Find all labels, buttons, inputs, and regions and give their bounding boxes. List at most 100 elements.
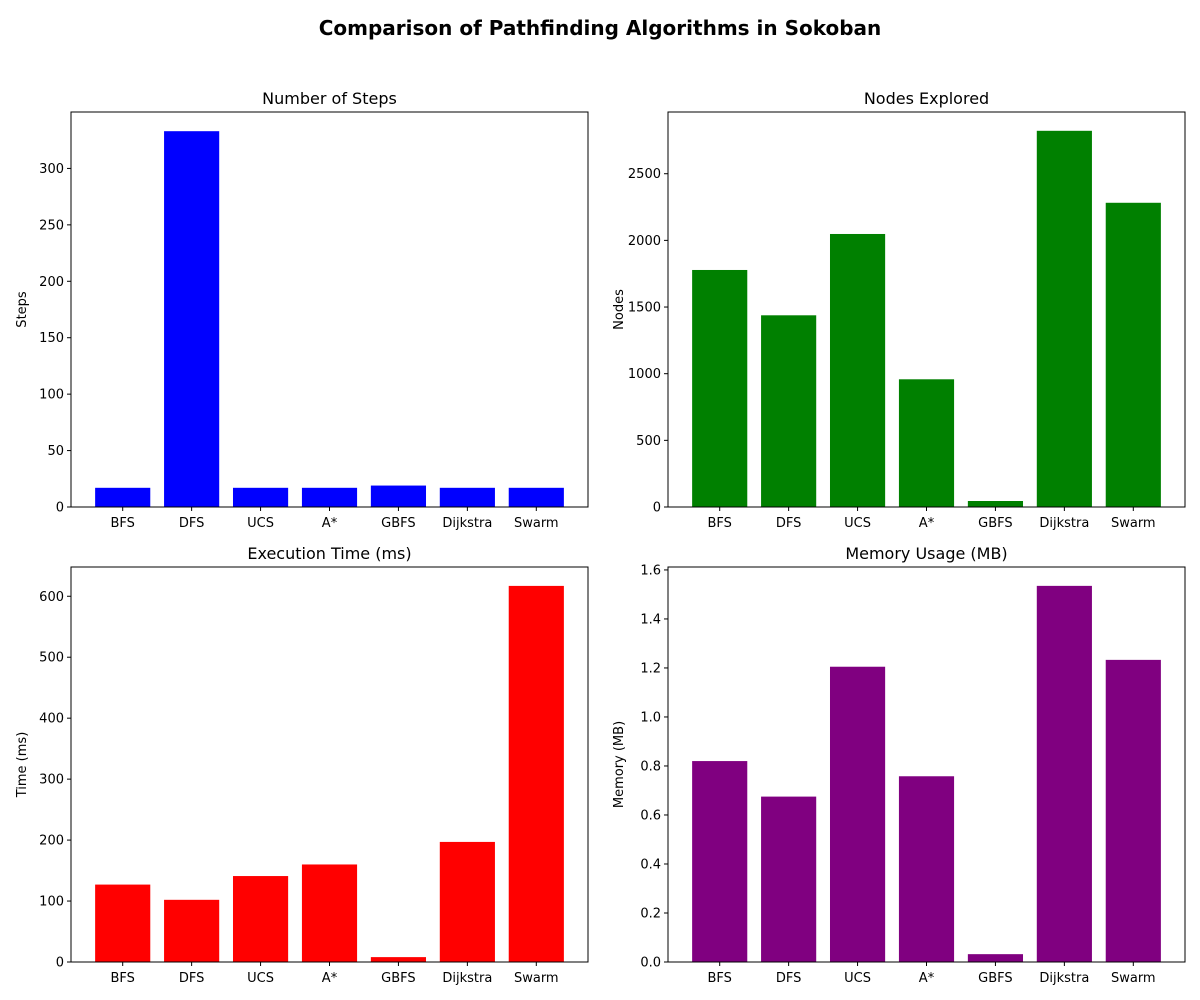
x-tick-label: GBFS: [978, 971, 1013, 986]
y-tick-label: 1.2: [640, 661, 661, 676]
x-tick-label: A*: [919, 516, 935, 531]
x-tick-label: DFS: [179, 971, 205, 986]
x-tick-label: Swarm: [1111, 971, 1156, 986]
y-axis-label: Memory (MB): [612, 721, 627, 808]
y-tick-label: 0: [653, 501, 661, 516]
chart-title: Memory Usage (MB): [845, 544, 1007, 563]
bar-bfs: [692, 269, 748, 507]
x-tick-label: Dijkstra: [442, 516, 492, 531]
bar-ucs: [829, 666, 886, 962]
bar-dijkstra: [1036, 585, 1092, 962]
y-tick-label: 2500: [628, 167, 661, 182]
x-tick-label: A*: [322, 516, 338, 531]
bar-swarm: [508, 487, 564, 507]
x-tick-label: BFS: [707, 516, 731, 531]
y-tick-label: 300: [39, 162, 64, 177]
y-axis-label: Nodes: [612, 289, 627, 330]
y-tick-label: 1.4: [640, 612, 661, 627]
chart-panel-1: 0 50 100 150 200 250 300 BFS DFS UCS A* GBFS Dijkstr…: [15, 89, 589, 531]
bar-gbfs: [967, 954, 1024, 962]
y-tick-label: 0.8: [640, 759, 661, 774]
y-tick-label: 0: [56, 501, 64, 516]
bar-swarm: [508, 585, 564, 962]
y-tick-label: 100: [39, 895, 64, 910]
bar-a: [301, 864, 358, 962]
bar-bfs: [692, 761, 748, 962]
x-tick-label: Dijkstra: [442, 971, 492, 986]
x-tick-label: BFS: [110, 971, 134, 986]
bar-ucs: [232, 487, 289, 507]
bar-swarm: [1105, 202, 1161, 507]
x-tick-label: UCS: [247, 516, 274, 531]
chart-title: Number of Steps: [262, 89, 397, 108]
chart-panel-2: 0 500 1000 1500 2000 2500 BFS DFS UCS A* GBFS Dijks…: [612, 89, 1186, 531]
bar-bfs: [95, 884, 151, 962]
x-tick-label: GBFS: [381, 971, 416, 986]
bar-dijkstra: [439, 487, 495, 507]
y-tick-label: 300: [39, 773, 64, 788]
x-tick-label: GBFS: [978, 516, 1013, 531]
x-tick-label: DFS: [776, 516, 802, 531]
y-tick-label: 0.0: [640, 956, 661, 971]
y-tick-label: 200: [39, 275, 64, 290]
x-tick-label: DFS: [776, 971, 802, 986]
y-tick-label: 500: [636, 434, 661, 449]
y-tick-label: 1500: [628, 301, 661, 316]
x-tick-label: UCS: [844, 971, 871, 986]
x-tick-label: GBFS: [381, 516, 416, 531]
y-tick-label: 1.6: [640, 563, 661, 578]
x-tick-label: A*: [919, 971, 935, 986]
figure-title: Comparison of Pathfinding Algorithms in …: [318, 16, 882, 40]
y-tick-label: 600: [39, 590, 64, 605]
y-axis-label: Steps: [15, 291, 30, 328]
y-tick-label: 1.0: [640, 710, 661, 725]
x-tick-label: A*: [322, 971, 338, 986]
bar-swarm: [1105, 659, 1161, 962]
y-tick-label: 400: [39, 712, 64, 727]
bar-dijkstra: [1036, 130, 1092, 508]
y-tick-label: 50: [47, 444, 64, 459]
bar-ucs: [232, 876, 289, 962]
bar-dfs: [164, 899, 220, 962]
bar-a: [898, 776, 955, 962]
bar-a: [898, 379, 955, 507]
bar-dfs: [164, 131, 220, 507]
x-tick-label: Dijkstra: [1039, 516, 1089, 531]
bar-gbfs: [967, 501, 1024, 507]
x-tick-label: BFS: [707, 971, 731, 986]
y-tick-label: 200: [39, 834, 64, 849]
chart-panel-4: 0.0 0.2 0.4 0.6 0.8 1.0 1.2 1.4 1.6 BFS DFS UCS A* GB…: [612, 544, 1186, 986]
y-tick-label: 0: [56, 956, 64, 971]
y-tick-label: 0.4: [640, 857, 661, 872]
x-tick-label: Swarm: [1111, 516, 1156, 531]
y-tick-label: 0.2: [640, 906, 661, 921]
x-tick-label: BFS: [110, 516, 134, 531]
y-tick-label: 2000: [628, 234, 661, 249]
x-tick-label: UCS: [247, 971, 274, 986]
bar-dfs: [761, 796, 817, 962]
chart-panel-3: 0 100 200 300 400 500 600 BFS DFS UCS A* GBFS Dijkst…: [15, 544, 589, 986]
y-tick-label: 150: [39, 331, 64, 346]
bar-dijkstra: [439, 841, 495, 962]
y-tick-label: 1000: [628, 367, 661, 382]
x-tick-label: DFS: [179, 516, 205, 531]
bar-gbfs: [370, 485, 427, 507]
bar-bfs: [95, 487, 151, 507]
x-tick-label: Swarm: [514, 971, 559, 986]
chart-title: Nodes Explored: [864, 89, 989, 108]
y-tick-label: 100: [39, 388, 64, 403]
x-tick-label: UCS: [844, 516, 871, 531]
y-axis-label: Time (ms): [15, 732, 30, 799]
chart-title: Execution Time (ms): [247, 544, 411, 563]
x-tick-label: Dijkstra: [1039, 971, 1089, 986]
bar-dfs: [761, 315, 817, 507]
axes-frame: [70, 111, 589, 508]
y-tick-label: 500: [39, 651, 64, 666]
bar-gbfs: [370, 957, 427, 962]
x-tick-label: Swarm: [514, 516, 559, 531]
y-tick-label: 0.6: [640, 808, 661, 823]
bar-a: [301, 487, 358, 507]
bar-ucs: [829, 233, 886, 508]
y-tick-label: 250: [39, 218, 64, 233]
